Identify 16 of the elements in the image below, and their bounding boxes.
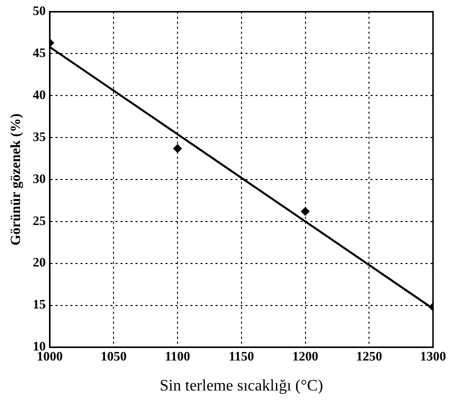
y-tick-label: 30 — [32, 170, 46, 186]
y-tick-label: 50 — [32, 3, 46, 18]
y-tick-label: 20 — [32, 254, 46, 270]
y-tick-label: 40 — [32, 87, 46, 102]
x-tick-label: 1250 — [356, 348, 382, 364]
y-tick-label: 15 — [32, 296, 46, 312]
x-tick-label: 1300 — [420, 348, 446, 364]
y-axis-title: Görünür gözenek (%) — [9, 113, 24, 246]
y-tick-label: 45 — [32, 45, 46, 60]
y-tick-label: 35 — [32, 128, 46, 144]
x-tick-label: 1150 — [228, 348, 254, 364]
y-tick-label: 25 — [32, 212, 46, 228]
x-axis-title: Sin terleme sıcaklığı (°C) — [160, 378, 324, 395]
x-tick-label: 1200 — [292, 348, 318, 364]
x-tick-label: 1100 — [164, 348, 190, 364]
x-tick-label: 1050 — [100, 348, 127, 364]
